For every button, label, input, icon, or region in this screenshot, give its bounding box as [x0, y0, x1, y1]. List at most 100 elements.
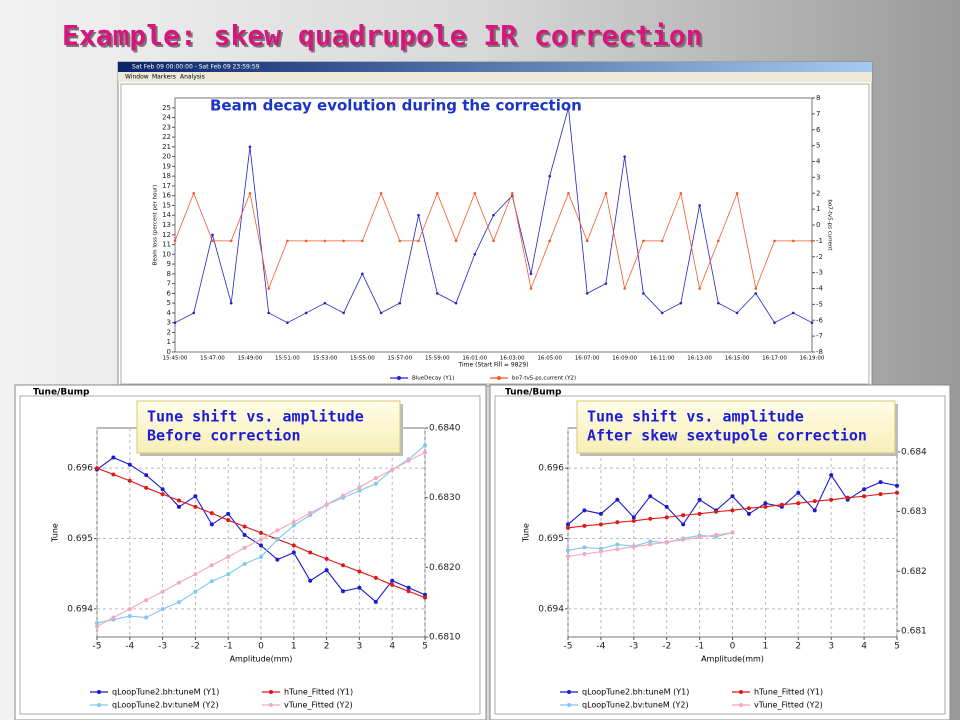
y2-tick-label: 0.682 [901, 567, 927, 577]
menu-item[interactable]: Analysis [180, 74, 205, 81]
y2-tick-label: 0 [816, 221, 820, 229]
point [548, 239, 552, 243]
point [697, 497, 702, 502]
point [829, 497, 834, 502]
point [275, 537, 280, 542]
point [308, 510, 313, 515]
point [406, 585, 411, 590]
legend-marker [497, 376, 501, 380]
point [423, 595, 427, 600]
y-tick-label: 0.696 [538, 464, 564, 474]
y-tick-label: 12 [162, 231, 171, 239]
window-title: Sat Feb 09 00:00:00 - Sat Feb 09 23:59:5… [132, 64, 260, 71]
point [193, 504, 198, 509]
y2-axis-label: bo7-tv5-ps current [827, 199, 833, 251]
point [615, 497, 620, 502]
x-tick-label: 2 [795, 642, 801, 652]
point [878, 480, 883, 485]
point [735, 191, 739, 195]
x-tick-label: 15:47:00 [200, 356, 225, 362]
legend-marker [739, 690, 743, 694]
point [664, 540, 669, 545]
point [373, 481, 378, 486]
y-tick-label: 0.694 [538, 604, 564, 614]
point [417, 239, 420, 243]
point [275, 528, 280, 533]
point [144, 598, 149, 603]
point [763, 504, 768, 509]
point [697, 511, 702, 516]
panel-border [494, 395, 946, 715]
point [211, 233, 214, 237]
y-tick-label: 25 [162, 104, 171, 112]
point [259, 543, 263, 548]
point [357, 485, 362, 490]
x-tick-label: 15:53:00 [313, 356, 338, 362]
point [160, 487, 165, 492]
point [598, 546, 603, 551]
y-tick-label: 22 [162, 133, 171, 141]
y2-tick-label: -8 [816, 348, 823, 356]
legend-marker [97, 703, 101, 707]
point [566, 525, 570, 530]
point [193, 494, 198, 499]
legend-marker [567, 690, 571, 694]
menu-item[interactable]: Markers [152, 74, 176, 81]
point [435, 292, 439, 295]
y-tick-label: 21 [162, 143, 171, 151]
legend-label: vTune_Fitted (Y2) [754, 701, 823, 710]
x-tick-label: 15:49:00 [238, 356, 263, 362]
point [567, 106, 570, 110]
x-tick-label: -3 [629, 642, 638, 652]
x-tick-label: 2 [324, 642, 330, 652]
point [209, 511, 214, 516]
point [582, 508, 587, 513]
legend-marker [269, 690, 273, 694]
y-tick-label: 0.695 [538, 534, 564, 544]
point [406, 458, 411, 463]
y-tick-label: 11 [162, 241, 171, 249]
point [95, 621, 99, 626]
point [631, 515, 636, 520]
legend-marker [567, 703, 571, 707]
point [323, 239, 327, 243]
point [341, 563, 345, 568]
point [259, 537, 263, 542]
point [160, 589, 165, 594]
point [615, 542, 620, 547]
y-tick-label: 9 [167, 260, 171, 268]
point [267, 287, 270, 290]
point [812, 508, 817, 513]
point [698, 204, 701, 207]
point [259, 554, 263, 559]
y2-tick-label: -1 [816, 237, 823, 245]
menu-item[interactable]: Window [125, 74, 149, 81]
y-axis-label: Tune [522, 523, 531, 543]
x-tick-label: 0 [258, 642, 264, 652]
x-tick-label: 1 [763, 642, 769, 652]
point [791, 311, 795, 315]
legend-label: hTune_Fitted (Y1) [754, 688, 823, 697]
point [623, 287, 626, 290]
point [862, 494, 867, 499]
point [812, 499, 817, 504]
point [342, 311, 345, 315]
point [398, 239, 402, 243]
x-tick-label: 3 [357, 642, 363, 652]
legend-label: qLoopTune2.bv:tuneM (Y2) [582, 701, 689, 710]
x-axis-label: Amplitude(mm) [230, 655, 293, 664]
point [473, 253, 477, 256]
point [714, 532, 719, 537]
y-tick-label: 19 [162, 162, 171, 170]
point [209, 522, 214, 527]
panel-border [19, 395, 481, 715]
point [648, 494, 653, 499]
point [585, 239, 589, 243]
point [664, 515, 669, 520]
point [323, 301, 327, 305]
point [845, 495, 850, 500]
point [229, 301, 233, 305]
point [585, 292, 589, 295]
y-tick-label: 16 [162, 192, 171, 200]
y-tick-label: 10 [162, 250, 171, 258]
